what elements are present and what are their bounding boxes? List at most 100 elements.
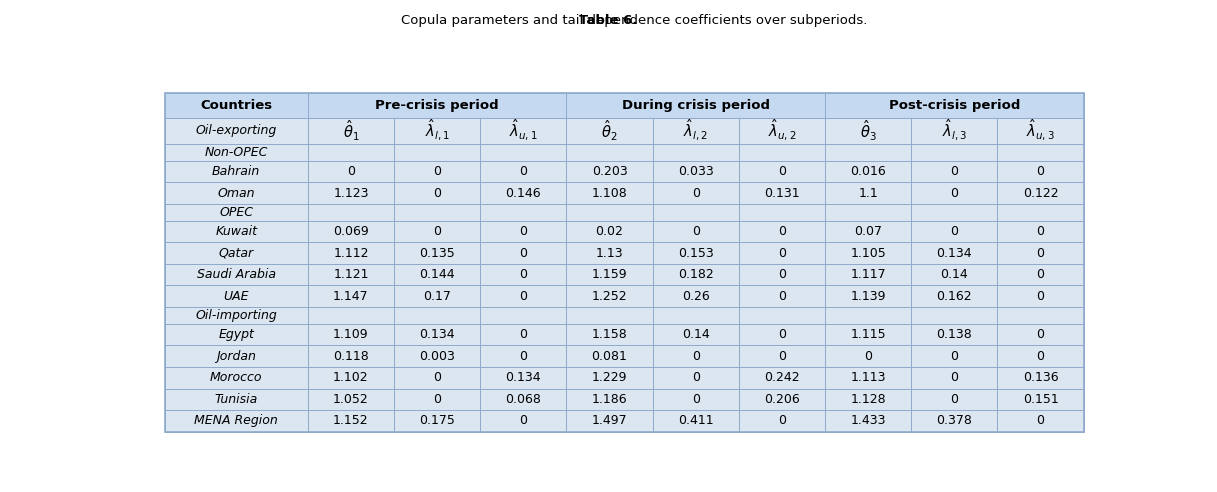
Bar [164,144,1083,161]
Text: 0: 0 [778,268,786,281]
Text: 1.252: 1.252 [591,290,628,303]
Text: 1.229: 1.229 [591,371,627,384]
Text: 0.26: 0.26 [682,290,710,303]
Text: 0: 0 [864,350,873,363]
Text: 0: 0 [520,350,527,363]
Bar [308,324,394,345]
Bar [825,118,912,144]
Text: 0.02: 0.02 [595,225,623,238]
Text: 0.242: 0.242 [764,371,800,384]
Bar [481,182,566,204]
Text: Copula parameters and tail dependence coefficients over subperiods.: Copula parameters and tail dependence co… [349,14,868,27]
Bar [164,242,308,264]
Bar [566,161,652,182]
Text: 1.113: 1.113 [851,371,886,384]
Text: 0.182: 0.182 [678,268,713,281]
Text: Egypt: Egypt [218,328,254,341]
Text: 0: 0 [778,290,786,303]
Text: 0: 0 [950,186,958,200]
Bar [825,367,912,389]
Text: Jordan: Jordan [217,350,256,363]
Text: 1.123: 1.123 [333,186,369,200]
Bar [481,221,566,242]
Text: 0.14: 0.14 [682,328,710,341]
Text: 0: 0 [1037,165,1044,178]
Bar [739,161,825,182]
Text: 1.13: 1.13 [596,246,623,260]
Text: 0: 0 [778,225,786,238]
Bar [739,410,825,431]
Bar [566,345,652,367]
Text: 0: 0 [778,350,786,363]
Text: $\hat{\theta}_1$: $\hat{\theta}_1$ [343,119,359,143]
Text: 0: 0 [347,165,355,178]
Bar [652,242,739,264]
Bar [394,389,481,410]
Text: Morocco: Morocco [211,371,263,384]
Bar [164,221,308,242]
Bar [652,367,739,389]
Bar [998,264,1083,285]
Text: 1.158: 1.158 [591,328,628,341]
Text: 0.135: 0.135 [420,246,455,260]
Bar [998,367,1083,389]
Text: Oil-importing: Oil-importing [195,309,277,322]
Text: Post-crisis period: Post-crisis period [888,99,1020,112]
Text: $\hat{\lambda}_{l,1}$: $\hat{\lambda}_{l,1}$ [425,118,449,143]
Bar [652,285,739,307]
Bar [481,345,566,367]
Text: Bahrain: Bahrain [212,165,260,178]
Bar [481,161,566,182]
Bar [912,345,998,367]
Bar [308,221,394,242]
Bar [481,264,566,285]
Bar [566,118,652,144]
Bar [825,221,912,242]
Bar [164,264,308,285]
Bar [652,182,739,204]
Bar [164,285,308,307]
Text: Oman: Oman [218,186,254,200]
Text: 0.17: 0.17 [424,290,452,303]
Bar [394,285,481,307]
Text: 0: 0 [520,225,527,238]
Text: 1.159: 1.159 [591,268,628,281]
Text: Tunisia: Tunisia [214,393,258,406]
Text: 0.153: 0.153 [678,246,713,260]
Text: 1.497: 1.497 [591,414,628,428]
Text: 1.139: 1.139 [851,290,886,303]
Bar [164,367,308,389]
Bar [308,93,566,118]
Text: 0: 0 [520,414,527,428]
Bar [652,161,739,182]
Bar [394,242,481,264]
Bar [394,264,481,285]
Bar [394,324,481,345]
Text: 0: 0 [520,328,527,341]
Text: 1.117: 1.117 [851,268,886,281]
Text: 0: 0 [778,414,786,428]
Text: $\hat{\lambda}_{l,2}$: $\hat{\lambda}_{l,2}$ [683,118,708,143]
Bar [652,410,739,431]
Text: 0.136: 0.136 [1022,371,1059,384]
Bar [481,242,566,264]
Bar [998,285,1083,307]
Bar [308,118,394,144]
Bar [825,161,912,182]
Text: 0: 0 [1037,290,1044,303]
Bar [825,324,912,345]
Text: 0.069: 0.069 [333,225,369,238]
Bar [825,410,912,431]
Bar [481,410,566,431]
Bar [912,285,998,307]
Bar [825,182,912,204]
Bar [652,264,739,285]
Bar [566,221,652,242]
Bar [739,367,825,389]
Text: 1.433: 1.433 [851,414,886,428]
Bar [566,182,652,204]
Bar [998,324,1083,345]
Bar [912,221,998,242]
Text: 0.162: 0.162 [937,290,972,303]
Text: 0.118: 0.118 [333,350,369,363]
